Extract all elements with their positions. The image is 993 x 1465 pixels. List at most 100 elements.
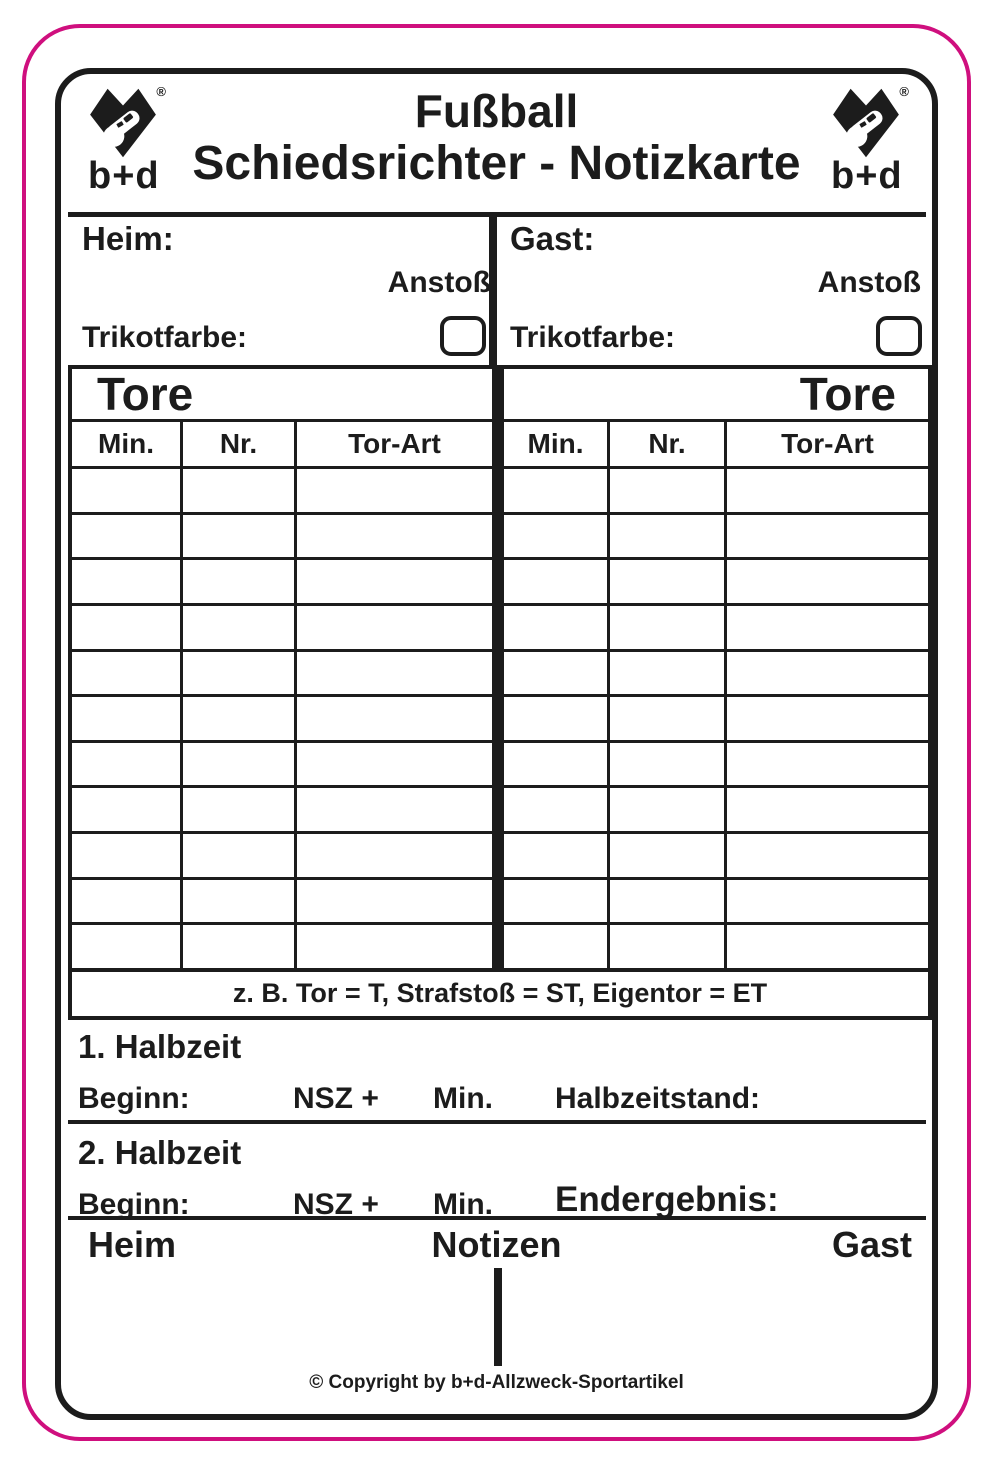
goal-cell-nr[interactable] xyxy=(610,605,727,649)
goal-cell-min[interactable] xyxy=(504,469,610,512)
goal-cell-torart[interactable] xyxy=(297,515,492,558)
goal-cell-torart[interactable] xyxy=(297,606,492,649)
goal-cell-torart[interactable] xyxy=(297,834,492,877)
goal-cell-torart[interactable] xyxy=(727,788,928,831)
goal-cell-torart[interactable] xyxy=(727,560,928,603)
first-half-begin-field[interactable] xyxy=(193,1079,285,1117)
goal-cell-torart[interactable] xyxy=(297,697,492,740)
registered-trademark: ® xyxy=(156,84,166,99)
guest-team-field[interactable] xyxy=(609,222,914,262)
guest-kickoff-checkbox[interactable] xyxy=(876,316,922,356)
goal-cell-torart[interactable] xyxy=(727,697,928,740)
goals-table: Tore Min. Nr. Tor-Art xyxy=(68,365,932,1020)
goal-cell-torart[interactable] xyxy=(297,788,492,831)
goal-cell-nr[interactable] xyxy=(610,879,727,923)
goal-cell-min[interactable] xyxy=(72,560,183,603)
goal-cell-min[interactable] xyxy=(504,651,610,695)
goal-cell-nr[interactable] xyxy=(183,834,297,877)
goal-row xyxy=(72,697,492,743)
goal-cell-nr[interactable] xyxy=(610,651,727,695)
goals-title-home: Tore xyxy=(72,369,492,422)
home-jersey-field[interactable] xyxy=(266,321,431,357)
goal-cell-min[interactable] xyxy=(504,834,610,877)
goal-cell-torart[interactable] xyxy=(727,925,928,968)
goal-cell-min[interactable] xyxy=(504,605,610,649)
goal-cell-torart[interactable] xyxy=(297,560,492,603)
goal-cell-torart[interactable] xyxy=(297,743,492,786)
goal-cell-nr[interactable] xyxy=(183,879,297,923)
goal-cell-nr[interactable] xyxy=(610,469,727,512)
goal-row xyxy=(72,788,492,835)
goal-cell-torart[interactable] xyxy=(297,652,492,695)
goal-cell-nr[interactable] xyxy=(610,697,727,740)
goals-legend: z. B. Tor = T, Strafstoß = ST, Eigentor … xyxy=(72,968,928,1016)
goal-cell-nr[interactable] xyxy=(183,788,297,832)
goal-cell-nr[interactable] xyxy=(183,469,297,512)
goal-cell-min[interactable] xyxy=(72,605,183,649)
goal-cell-nr[interactable] xyxy=(183,925,297,969)
second-half-score-field[interactable] xyxy=(801,1180,921,1220)
page-title-line2: Schiedsrichter - Notizkarte xyxy=(192,137,801,190)
goal-cell-nr[interactable] xyxy=(610,925,727,969)
notes-area-guest[interactable] xyxy=(510,1268,915,1368)
goal-cell-min[interactable] xyxy=(504,879,610,923)
goal-cell-min[interactable] xyxy=(504,697,610,740)
goal-cell-min[interactable] xyxy=(72,697,183,740)
goal-cell-min[interactable] xyxy=(504,925,610,969)
guest-jersey-field[interactable] xyxy=(694,321,864,357)
goal-cell-torart[interactable] xyxy=(727,515,928,558)
col-header-min: Min. xyxy=(72,422,183,466)
goal-row xyxy=(72,605,492,652)
first-half-title: 1. Halbzeit xyxy=(78,1028,242,1065)
goal-cell-min[interactable] xyxy=(504,514,610,558)
goal-cell-nr[interactable] xyxy=(183,560,297,603)
col-header-nr: Nr. xyxy=(610,422,727,466)
goal-cell-min[interactable] xyxy=(72,879,183,923)
goal-cell-min[interactable] xyxy=(72,788,183,832)
goal-cell-min[interactable] xyxy=(72,834,183,877)
goal-cell-nr[interactable] xyxy=(610,742,727,786)
goal-row xyxy=(72,879,492,926)
goal-cell-nr[interactable] xyxy=(183,651,297,695)
goal-cell-torart[interactable] xyxy=(727,652,928,695)
goal-cell-min[interactable] xyxy=(72,742,183,786)
goal-cell-torart[interactable] xyxy=(297,469,492,512)
first-half-score-field[interactable] xyxy=(777,1079,922,1117)
goal-cell-torart[interactable] xyxy=(727,743,928,786)
goal-cell-nr[interactable] xyxy=(183,742,297,786)
goal-cell-torart[interactable] xyxy=(297,925,492,968)
first-half-nsz-min-field[interactable] xyxy=(386,1079,428,1117)
goal-cell-torart[interactable] xyxy=(727,880,928,923)
goal-cell-min[interactable] xyxy=(504,742,610,786)
home-team-field[interactable] xyxy=(191,222,481,262)
goal-cell-nr[interactable] xyxy=(183,514,297,558)
goal-row xyxy=(504,605,928,652)
goal-cell-nr[interactable] xyxy=(183,697,297,740)
home-kickoff-checkbox[interactable] xyxy=(440,316,486,356)
goal-row xyxy=(504,469,928,515)
goal-cell-torart[interactable] xyxy=(297,880,492,923)
goal-cell-nr[interactable] xyxy=(610,514,727,558)
notes-divider xyxy=(494,1268,502,1366)
notes-area-home[interactable] xyxy=(76,1268,486,1368)
goal-cell-min[interactable] xyxy=(72,469,183,512)
bd-logo-right: ® b+d xyxy=(831,84,909,195)
goal-cell-torart[interactable] xyxy=(727,469,928,512)
goals-title-guest: Tore xyxy=(504,369,928,422)
goal-cell-min[interactable] xyxy=(72,925,183,969)
goal-cell-min[interactable] xyxy=(72,651,183,695)
goal-cell-nr[interactable] xyxy=(610,788,727,832)
goal-cell-torart[interactable] xyxy=(727,606,928,649)
goal-cell-min[interactable] xyxy=(504,560,610,603)
goals-rows-home xyxy=(72,469,492,969)
goal-cell-min[interactable] xyxy=(504,788,610,832)
goal-cell-min[interactable] xyxy=(72,514,183,558)
second-half-nsz-label: NSZ + xyxy=(293,1188,379,1221)
first-half-nsz-label: NSZ + xyxy=(293,1082,379,1115)
goal-cell-nr[interactable] xyxy=(610,834,727,877)
table-center-divider xyxy=(492,369,504,968)
goal-cell-nr[interactable] xyxy=(610,560,727,603)
goal-cell-nr[interactable] xyxy=(183,605,297,649)
col-header-min: Min. xyxy=(504,422,610,466)
goal-cell-torart[interactable] xyxy=(727,834,928,877)
